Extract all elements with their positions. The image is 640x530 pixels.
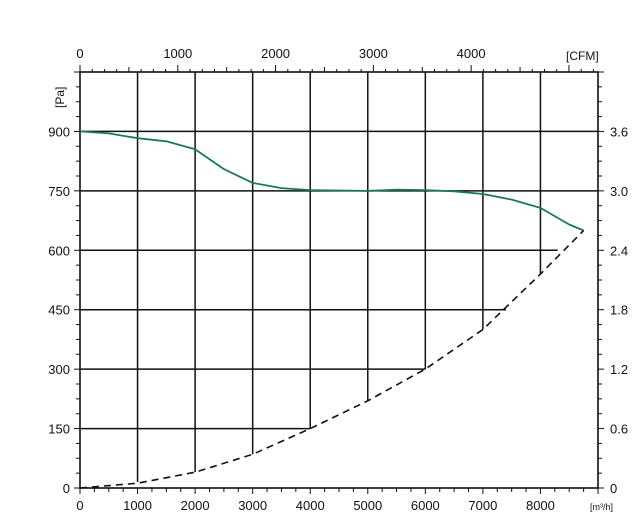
top-tick-label: 2000 [261, 46, 290, 61]
left-tick-label: 750 [48, 184, 70, 199]
right-tick-label: 0 [610, 481, 617, 496]
bottom-tick-label: 3000 [238, 498, 267, 513]
bottom-tick-label: 6000 [411, 498, 440, 513]
top-tick-label: 4000 [457, 46, 486, 61]
left-tick-label: 900 [48, 124, 70, 139]
bottom-tick-label: 4000 [296, 498, 325, 513]
performance-curve [79, 130, 584, 232]
left-tick-label: 0 [63, 481, 70, 496]
top-axis-unit: [CFM] [566, 49, 599, 63]
bottom-tick-label: 5000 [353, 498, 382, 513]
right-tick-label: 0.6 [610, 422, 628, 437]
bottom-tick-label: 2000 [181, 498, 210, 513]
left-tick-label: 450 [48, 303, 70, 318]
curves-layer [79, 130, 585, 489]
bottom-axis-unit: [m³/h] [590, 502, 613, 512]
right-tick-label: 2.4 [610, 243, 628, 258]
bottom-tick-label: 0 [76, 498, 83, 513]
grid-layer [80, 72, 598, 483]
left-tick-label: 300 [48, 362, 70, 377]
bottom-tick-label: 1000 [123, 498, 152, 513]
top-tick-label: 1000 [163, 46, 192, 61]
left-tick-label: 150 [48, 422, 70, 437]
bottom-tick-label: 8000 [526, 498, 555, 513]
top-tick-label: 3000 [359, 46, 388, 61]
bottom-tick-label: 7000 [468, 498, 497, 513]
system-curve-dashed [79, 229, 585, 489]
top-tick-label: 0 [76, 46, 83, 61]
plot-frame [79, 71, 599, 489]
right-tick-label: 3.0 [610, 184, 628, 199]
left-tick-label: 600 [48, 243, 70, 258]
minor-ticks-layer [74, 65, 604, 494]
right-tick-label: 1.2 [610, 362, 628, 377]
right-tick-label: 1.8 [610, 303, 628, 318]
left-axis-unit: [Pa] [53, 87, 67, 108]
right-tick-label: 3.6 [610, 124, 628, 139]
